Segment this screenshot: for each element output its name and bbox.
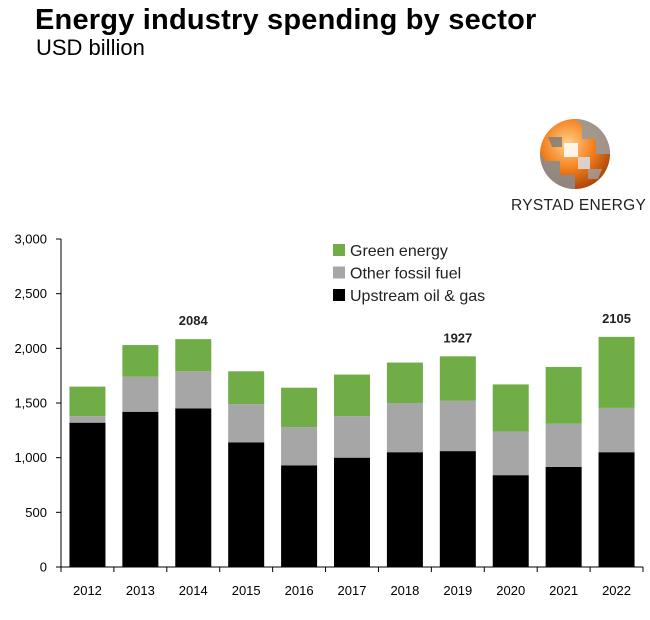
bar-green-energy-2014 [175,339,212,372]
y-tick-label: 1,000 [14,450,47,465]
bar-other-fossil-fuel-2014 [175,371,212,409]
bar-other-fossil-fuel-2012 [69,416,106,423]
bar-other-fossil-fuel-2017 [334,416,370,458]
total-label-2019: 1927 [443,330,472,345]
bar-upstream-oil-gas-2013 [122,411,159,567]
x-tick-label: 2014 [179,583,208,598]
bar-other-fossil-fuel-2015 [228,404,265,443]
legend-swatch-other-fossil-fuel [333,266,345,279]
bar-upstream-oil-gas-2019 [439,451,476,567]
y-tick-label: 2,000 [14,341,47,356]
x-tick-label: 2015 [232,583,261,598]
y-tick-label: 500 [25,505,47,520]
bar-other-fossil-fuel-2018 [386,403,423,453]
bar-green-energy-2013 [122,345,159,377]
bar-green-energy-2017 [334,374,370,417]
bar-green-energy-2020 [492,384,529,432]
bar-upstream-oil-gas-2012 [69,422,106,567]
total-label-2022: 2105 [602,311,631,326]
y-tick-label: 0 [40,560,47,575]
bar-other-fossil-fuel-2013 [122,376,159,412]
bar-upstream-oil-gas-2021 [545,466,582,567]
bar-other-fossil-fuel-2021 [545,423,582,467]
chart-subtitle: USD billion [36,35,145,60]
bar-green-energy-2021 [545,366,582,424]
bar-other-fossil-fuel-2019 [439,400,476,452]
x-tick-label: 2012 [73,583,102,598]
x-tick-label: 2019 [443,583,472,598]
x-tick-label: 2017 [338,583,367,598]
bar-green-energy-2012 [69,386,106,417]
x-tick-label: 2022 [602,583,631,598]
total-label-2014: 2084 [179,313,209,328]
bar-other-fossil-fuel-2016 [281,427,318,466]
legend-label-green-energy: Green energy [350,243,448,260]
bar-other-fossil-fuel-2020 [492,431,529,476]
legend-label-upstream-oil-gas: Upstream oil & gas [350,288,485,305]
brand-name: RYSTAD ENERGY [511,197,647,214]
x-tick-label: 2021 [549,583,578,598]
legend-label-other-fossil-fuel: Other fossil fuel [350,266,461,283]
legend-swatch-upstream-oil-gas [333,289,345,301]
bar-green-energy-2015 [228,371,265,405]
bar-upstream-oil-gas-2014 [175,408,212,567]
x-tick-label: 2013 [126,583,155,598]
bar-upstream-oil-gas-2022 [598,452,635,567]
bar-other-fossil-fuel-2022 [598,407,635,453]
bar-upstream-oil-gas-2018 [386,452,423,567]
x-tick-label: 2016 [285,583,314,598]
legend-swatch-green-energy [333,244,345,256]
bar-upstream-oil-gas-2020 [492,475,529,567]
bar-green-energy-2022 [598,336,635,408]
chart-title: Energy industry spending by sector [35,4,537,36]
bar-upstream-oil-gas-2017 [334,457,370,567]
bar-green-energy-2019 [439,356,476,401]
bar-green-energy-2018 [386,362,423,403]
rystad-globe-icon [540,119,610,189]
x-tick-label: 2018 [390,583,419,598]
y-tick-label: 2,500 [14,286,47,301]
bar-upstream-oil-gas-2016 [281,465,318,567]
x-tick-label: 2020 [496,583,525,598]
bar-green-energy-2016 [281,387,318,428]
y-tick-label: 1,500 [14,396,47,411]
y-tick-label: 3,000 [14,232,47,247]
bar-upstream-oil-gas-2015 [228,442,265,567]
